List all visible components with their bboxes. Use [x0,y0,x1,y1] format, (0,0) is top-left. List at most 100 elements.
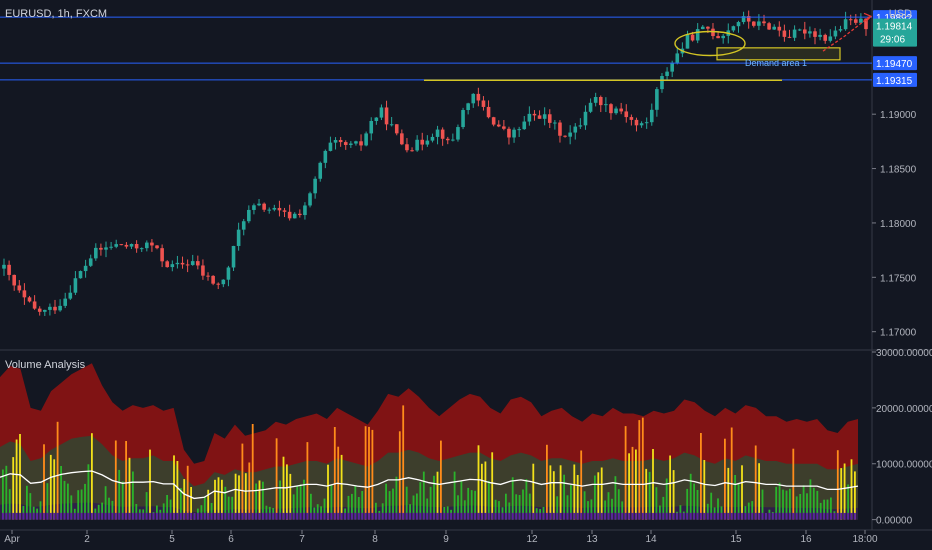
candle-body [588,102,593,112]
volume-bar [354,485,357,520]
candle-body [547,114,552,123]
bar-countdown: 29:06 [880,35,905,46]
volume-bar [792,448,795,520]
time-tick-label: 6 [228,534,234,545]
volume-base-bar [351,512,353,520]
volume-bar [782,489,784,520]
volume-bar [392,488,394,520]
volume-base-bar [665,512,668,520]
volume-bar [696,490,699,520]
volume-bar [576,475,579,520]
candle-body [43,309,47,312]
volume-base-bar [542,512,545,520]
volume-bar [258,480,261,520]
candle-body [37,308,42,312]
volume-bar [659,505,661,520]
volume-base-bar [854,512,856,520]
volume-base-bar [313,512,316,520]
candle-body [267,209,272,211]
volume-bar [617,489,620,520]
volume-base-bar [546,512,548,520]
volume-bar [371,429,374,520]
candle-body [236,229,241,246]
candle-body [537,115,542,119]
volume-base-bar [268,512,271,520]
volume-base-bar [501,512,504,520]
volume-base-bar [241,512,244,520]
volume-bar [255,483,257,520]
volume-bar [528,493,531,520]
volume-bar [340,454,343,520]
volume-bar [751,501,754,520]
candle-body [201,265,205,276]
candle-body [155,245,159,249]
volume-bar [641,417,644,520]
volume-bar [556,496,559,520]
candle-body [22,290,27,298]
volume-base-bar [840,512,843,520]
volume-base-bar [87,512,90,520]
time-axis[interactable]: Apr 2 5 6 7 8 9 12 13 14 15 16 18:00 [4,530,878,545]
price-axis[interactable]: 1.17000 1.17500 1.18000 1.18500 1.19000 0.000… [872,110,932,527]
volume-base-bar [162,512,165,520]
volume-bar [221,479,223,520]
time-tick-label: 9 [443,534,449,545]
candle-body [134,243,139,249]
candle-body [292,213,297,219]
volume-base-bar [371,512,374,520]
volume-base-bar [214,512,216,520]
candle-body [430,136,435,141]
volume-base-bar [330,512,333,520]
volume-base-bar [607,512,610,520]
volume-bar [323,498,326,520]
volume-base-bar [662,512,665,520]
candle-body [170,264,175,268]
candle-body [389,124,394,126]
volume-bar [306,442,309,520]
volume-bar [128,457,131,520]
candle-body [425,140,430,145]
volume-base-bar [12,512,15,520]
volume-bar [522,489,524,520]
candle-body [333,140,338,143]
volume-base-bar [426,512,429,520]
volume-base-bar [467,512,470,520]
volume-bar [737,483,740,520]
candle-body [298,213,302,216]
volume-base-bar [737,512,740,520]
volume-bar [265,505,268,520]
candle-body [73,278,78,293]
volume-base-bar [378,512,381,520]
candle-body [593,97,598,103]
volume-base-bar [416,512,418,520]
volume-base-bar [327,512,329,520]
volume-base-bar [8,512,11,520]
candle-body [558,122,562,136]
price-tick-label: 1.18500 [880,165,917,176]
candle-body [782,30,787,37]
candle-body [833,30,838,37]
volume-base-bar [368,512,370,520]
candle-body [456,127,460,140]
volume-bar [795,496,798,520]
volume-base-bar [5,512,8,520]
volume-base-bar [395,512,398,520]
volume-bar [409,504,411,520]
candle-body [420,139,425,145]
volume-base-bar [39,512,42,520]
volume-base-bar [364,512,367,520]
candle-body [32,301,37,309]
candle-body [323,150,328,163]
candle-body [563,135,567,137]
volume-base-bar [97,512,100,520]
candle-body [711,28,715,37]
volume-bar [487,480,490,520]
volume-bar [381,503,384,520]
volume-bar [149,449,151,520]
volume-base-bar [381,512,384,520]
volume-bar [310,493,312,520]
candle-body [853,19,858,23]
volume-base-bar [532,512,535,520]
volume-base-bar [255,512,257,520]
